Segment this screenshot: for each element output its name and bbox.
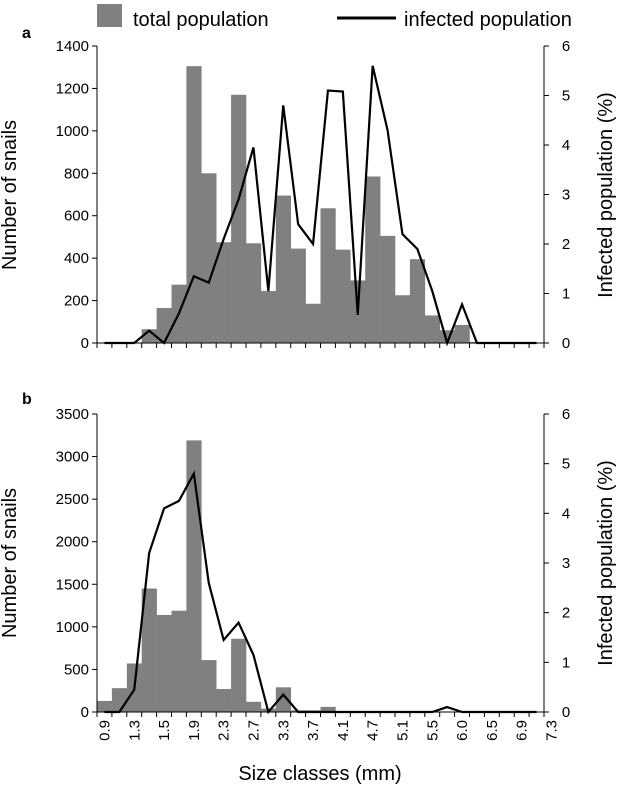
bar-16 — [335, 250, 350, 343]
bar-14 — [306, 304, 321, 343]
y-tick-label-7: 3500 — [56, 406, 89, 423]
bar-7 — [201, 173, 216, 343]
panel-label-a: a — [22, 25, 31, 42]
bar-5 — [172, 611, 187, 712]
y-tick-label-7: 1400 — [56, 38, 89, 55]
y-tick-label-4: 800 — [64, 165, 89, 182]
x-tick-label-9: 4.7 — [365, 720, 382, 741]
bar-10 — [246, 702, 261, 712]
y2-tick-label-5: 5 — [562, 88, 570, 105]
y-tick-label-3: 600 — [64, 208, 89, 225]
bar-15 — [321, 208, 336, 343]
bar-7 — [201, 660, 216, 712]
x-tick-label-15: 7.3 — [543, 720, 560, 741]
y-tick-label-0: 0 — [81, 704, 89, 721]
x-tick-label-5: 2.7 — [245, 720, 262, 741]
x-axis-title: Size classes (mm) — [238, 763, 401, 785]
bar-9 — [231, 639, 246, 712]
x-tick-label-10: 5.1 — [394, 720, 411, 741]
bar-0 — [97, 701, 112, 712]
bar-8 — [216, 689, 231, 712]
panel-label-b: b — [22, 391, 32, 408]
y2-tick-label-1: 1 — [562, 286, 570, 303]
y-tick-label-0: 0 — [81, 335, 89, 352]
y-tick-label-2: 400 — [64, 250, 89, 267]
y2-tick-label-2: 2 — [562, 605, 570, 622]
y-tick-label-5: 2500 — [56, 491, 89, 508]
panel-b: 0 500 1000 1500 2000 2500 3000 3500 0 1 2 3 4 5 6 Numbe… — [0, 406, 617, 721]
x-tick-label-11: 5.5 — [424, 720, 441, 741]
y2-tick-label-0: 0 — [562, 335, 570, 352]
x-tick-label-14: 6.9 — [514, 720, 531, 741]
y2-tick-label-1: 1 — [562, 654, 570, 671]
x-tick-label-13: 6.5 — [484, 720, 501, 741]
bar-19 — [380, 236, 395, 343]
bar-6 — [186, 66, 201, 343]
x-tick-label-3: 1.9 — [186, 720, 203, 741]
x-tick-label-7: 3.7 — [305, 720, 322, 741]
y2-tick-label-4: 4 — [562, 137, 570, 154]
bar-10 — [246, 243, 261, 343]
x-tick-label-12: 6.0 — [454, 720, 471, 741]
bar-20 — [395, 295, 410, 343]
y2-tick-label-5: 5 — [562, 456, 570, 473]
y-axis-title: Number of snails — [0, 488, 21, 638]
y-tick-label-5: 1000 — [56, 123, 89, 140]
y2-axis-title: Infected population (%) — [595, 460, 617, 666]
bar-12 — [276, 196, 291, 343]
y-tick-label-3: 1500 — [56, 576, 89, 593]
y-tick-label-6: 3000 — [56, 449, 89, 466]
legend-bar-label: total population — [133, 9, 269, 31]
bar-24 — [455, 325, 470, 343]
legend: total population infected population — [97, 4, 572, 31]
legend-bar-swatch — [97, 4, 122, 27]
x-tick-label-4: 2.3 — [216, 720, 233, 741]
x-tick-labels: 0.9 1.3 1.5 1.9 2.3 2.7 3.3 3.7 4.1 4.7 5.1 5.5 6.0 6… — [96, 720, 560, 741]
bar-9 — [231, 95, 246, 343]
y-tick-label-4: 2000 — [56, 534, 89, 551]
legend-line-label: infected population — [404, 9, 572, 31]
y2-tick-label-3: 3 — [562, 555, 570, 572]
bar-1 — [112, 688, 127, 712]
bar-21 — [410, 259, 425, 343]
bar-4 — [157, 615, 172, 712]
y2-axis-title: Infected population (%) — [595, 92, 617, 298]
bar-18 — [365, 176, 380, 343]
y2-tick-label-0: 0 — [562, 704, 570, 721]
bar-13 — [291, 249, 306, 343]
x-tick-label-8: 4.1 — [335, 720, 352, 741]
y-tick-label-2: 1000 — [56, 619, 89, 636]
y-tick-label-6: 1200 — [56, 80, 89, 97]
panel-a: 0 200 400 600 800 1000 1200 1400 0 1 2 3 4 5 6 Number o… — [0, 38, 617, 352]
y-tick-label-1: 200 — [64, 293, 89, 310]
bar-11 — [261, 291, 276, 343]
y-tick-label-1: 500 — [64, 661, 89, 678]
y-axis-title: Number of snails — [0, 120, 21, 270]
y2-tick-label-4: 4 — [562, 505, 570, 522]
y2-tick-label-3: 3 — [562, 187, 570, 204]
x-tick-label-6: 3.3 — [275, 720, 292, 741]
bar-22 — [425, 315, 440, 343]
x-tick-label-0: 0.9 — [96, 720, 113, 741]
y2-tick-label-6: 6 — [562, 406, 570, 423]
x-tick-label-1: 1.3 — [126, 720, 143, 741]
y2-tick-label-6: 6 — [562, 38, 570, 55]
y2-tick-label-2: 2 — [562, 236, 570, 253]
x-tick-label-2: 1.5 — [156, 720, 173, 741]
